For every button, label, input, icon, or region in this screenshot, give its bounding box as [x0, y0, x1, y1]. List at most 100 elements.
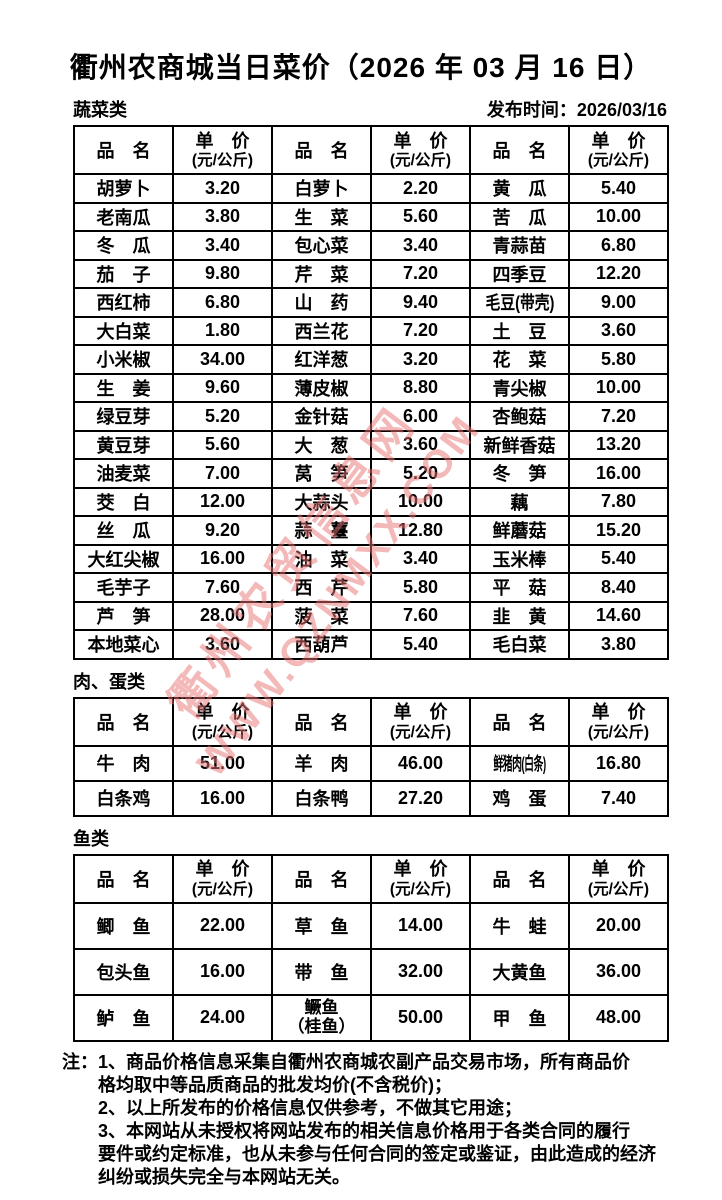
- publish-time: 发布时间：2026/03/16: [486, 100, 667, 120]
- item-name: 西红柿: [96, 293, 151, 314]
- item-name: 花 菜: [492, 350, 547, 371]
- item-price-cell: 6.00: [370, 401, 471, 432]
- col-header-unit-price: 单 价 (元/公斤): [568, 696, 669, 747]
- item-name: 冬 瓜: [96, 236, 151, 257]
- item-price-cell: 7.60: [172, 572, 273, 603]
- item-name-cell: 白条鸭: [271, 779, 372, 817]
- item-name-cell: 大红尖椒: [73, 543, 174, 574]
- item-name-cell: 牛 蛙: [469, 901, 570, 950]
- item-name-cell: 冬 笋: [469, 458, 570, 489]
- item-name: 薄皮椒: [294, 378, 349, 399]
- item-name: 苦 瓜: [492, 207, 547, 228]
- item-name-cell: 油 菜: [271, 543, 372, 574]
- table-row: 油麦菜 7.00 莴 笋 5.20 冬 笋 16.00: [73, 458, 669, 489]
- item-price-cell: 9.40: [370, 287, 471, 318]
- table-row: 白条鸡 16.00 白条鸭 27.20 鸡 蛋 7.40: [73, 779, 669, 817]
- item-name-cell: 老南瓜: [73, 201, 174, 232]
- item-name: 毛芋子: [96, 578, 151, 599]
- item-price-cell: 5.20: [172, 401, 273, 432]
- item-name-cell: 鲜蘑菇: [469, 515, 570, 546]
- item-name-cell: 红洋葱: [271, 344, 372, 375]
- item-price-cell: 3.80: [172, 201, 273, 232]
- unit-price-label: 单 价: [393, 130, 448, 151]
- item-name-cell: 白萝卜: [271, 173, 372, 204]
- item-name-cell: 丝 瓜: [73, 515, 174, 546]
- notes-lines: 1、商品价格信息采集自衢州农商城农副产品交易市场，所有商品价 格均取中等品质商品…: [98, 1051, 698, 1189]
- col-header-item-name: 品 名: [73, 853, 174, 904]
- col-header-item-name: 品 名: [469, 696, 570, 747]
- table-row: 鲈 鱼 24.00 鳜鱼 （桂鱼） 50.00 甲 鱼 48.00: [73, 993, 669, 1042]
- item-name: 新鲜香菇: [483, 435, 556, 456]
- item-price-cell: 16.00: [172, 779, 273, 817]
- unit-price-unit: (元/公斤): [191, 723, 254, 741]
- item-price-cell: 28.00: [172, 600, 273, 631]
- item-price-cell: 46.00: [370, 744, 471, 782]
- item-price-cell: 7.20: [370, 315, 471, 346]
- col-header-unit-price: 单 价 (元/公斤): [370, 125, 471, 175]
- item-name-cell: 青尖椒: [469, 372, 570, 403]
- item-name: 油 菜: [294, 549, 349, 570]
- item-name: 茄 子: [96, 264, 151, 285]
- item-name: 藕: [510, 492, 529, 513]
- item-price-cell: 27.20: [370, 779, 471, 817]
- item-price-cell: 7.20: [568, 401, 669, 432]
- item-name: 鲈 鱼: [96, 1008, 151, 1029]
- item-price-cell: 3.60: [568, 315, 669, 346]
- note-line: 格均取中等品质商品的批发均价(不含税价)；: [98, 1074, 452, 1095]
- item-name: 玉米棒: [492, 549, 547, 570]
- item-name: 青尖椒: [492, 378, 547, 399]
- item-name: 茭 白: [96, 492, 151, 513]
- item-price-cell: 6.80: [172, 287, 273, 318]
- item-price-cell: 7.20: [370, 258, 471, 289]
- item-name-cell: 绿豆芽: [73, 401, 174, 432]
- item-price-cell: 12.00: [172, 486, 273, 517]
- item-price-cell: 16.00: [172, 543, 273, 574]
- item-name: 草 鱼: [294, 916, 349, 937]
- header-row: 品 名单 价 (元/公斤) 品 名单 价 (元/公斤) 品 名单 价 (元/公斤): [73, 853, 669, 904]
- item-name-cell: 带 鱼: [271, 947, 372, 996]
- item-name-cell: 土 豆: [469, 315, 570, 346]
- item-name: 白萝卜: [294, 179, 349, 200]
- unit-price-unit: (元/公斤): [587, 723, 650, 741]
- item-price-cell: 5.80: [568, 344, 669, 375]
- col-header-item-name: 品 名: [271, 696, 372, 747]
- item-name-cell: 西 芹: [271, 572, 372, 603]
- item-price-cell: 3.60: [370, 429, 471, 460]
- item-name: 毛豆(带壳): [485, 293, 554, 314]
- col-header-unit-price: 单 价 (元/公斤): [568, 125, 669, 175]
- item-name: 生 姜: [96, 378, 151, 399]
- unit-price-unit: (元/公斤): [389, 723, 452, 741]
- item-name-cell: 花 菜: [469, 344, 570, 375]
- item-name-cell: 鲜猪肉(白条): [469, 744, 570, 782]
- item-name: 胡萝卜: [96, 179, 151, 200]
- item-price-cell: 6.80: [568, 230, 669, 261]
- item-name-cell: 黄豆芽: [73, 429, 174, 460]
- unit-price-label: 单 价: [195, 130, 250, 151]
- item-price-cell: 13.20: [568, 429, 669, 460]
- table-row: 大红尖椒 16.00 油 菜 3.40 玉米棒 5.40: [73, 543, 669, 574]
- item-price-cell: 3.40: [172, 230, 273, 261]
- item-name-cell: 菠 菜: [271, 600, 372, 631]
- item-price-cell: 9.00: [568, 287, 669, 318]
- item-name: 四季豆: [492, 264, 547, 285]
- item-name: 绿豆芽: [96, 407, 151, 428]
- item-name: 本地菜心: [87, 635, 160, 656]
- item-price-cell: 22.00: [172, 901, 273, 950]
- item-price-cell: 5.80: [370, 572, 471, 603]
- item-name: 甲 鱼: [492, 1008, 547, 1029]
- unit-price-label: 单 价: [393, 702, 448, 723]
- item-price-cell: 20.00: [568, 901, 669, 950]
- item-price-cell: 3.40: [370, 230, 471, 261]
- table-row: 本地菜心 3.60 西葫芦 5.40 毛白菜 3.80: [73, 629, 669, 660]
- item-name-cell: 生 姜: [73, 372, 174, 403]
- item-name: 韭 黄: [492, 606, 547, 627]
- col-header-unit-price: 单 价 (元/公斤): [370, 696, 471, 747]
- item-name-cell: 茄 子: [73, 258, 174, 289]
- table-row: 茭 白 12.00 大蒜头 10.00 藕 7.80: [73, 486, 669, 517]
- item-name: 土 豆: [492, 321, 547, 342]
- item-name: 生 菜: [294, 207, 349, 228]
- item-name-cell: 茭 白: [73, 486, 174, 517]
- item-name: 莴 笋: [294, 464, 349, 485]
- item-price-cell: 5.40: [370, 629, 471, 660]
